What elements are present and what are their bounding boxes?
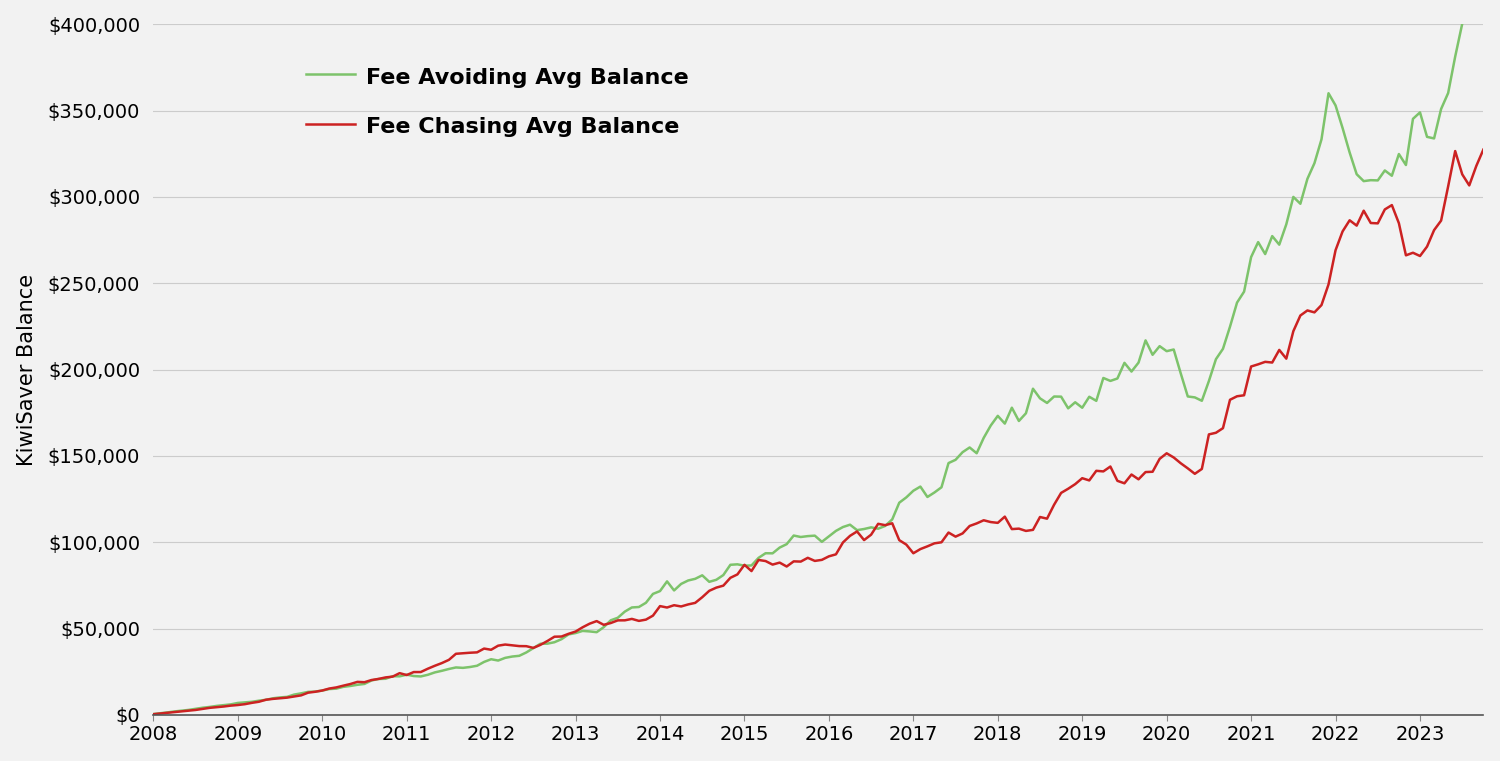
Fee Avoiding Avg Balance — [1467, 0, 1485, 5]
Fee Chasing Avg Balance — [546, 632, 564, 642]
Fee Avoiding Avg Balance — [1474, 9, 1492, 18]
Fee Chasing Avg Balance — [525, 643, 543, 652]
Fee Avoiding Avg Balance — [546, 638, 564, 647]
Fee Chasing Avg Balance — [144, 709, 162, 718]
Fee Chasing Avg Balance — [1474, 145, 1492, 154]
Y-axis label: KiwiSaver Balance: KiwiSaver Balance — [16, 273, 36, 466]
Fee Chasing Avg Balance — [813, 556, 831, 565]
Fee Avoiding Avg Balance — [454, 664, 472, 673]
Fee Avoiding Avg Balance — [813, 537, 831, 546]
Line: Fee Chasing Avg Balance: Fee Chasing Avg Balance — [153, 150, 1484, 714]
Fee Avoiding Avg Balance — [750, 553, 768, 562]
Fee Avoiding Avg Balance — [285, 690, 303, 699]
Fee Avoiding Avg Balance — [144, 709, 162, 718]
Fee Chasing Avg Balance — [285, 692, 303, 701]
Legend: Fee Avoiding Avg Balance, Fee Chasing Avg Balance: Fee Avoiding Avg Balance, Fee Chasing Av… — [297, 56, 698, 146]
Fee Chasing Avg Balance — [454, 648, 472, 658]
Fee Avoiding Avg Balance — [525, 644, 543, 653]
Line: Fee Avoiding Avg Balance: Fee Avoiding Avg Balance — [153, 0, 1484, 714]
Fee Chasing Avg Balance — [750, 556, 768, 565]
